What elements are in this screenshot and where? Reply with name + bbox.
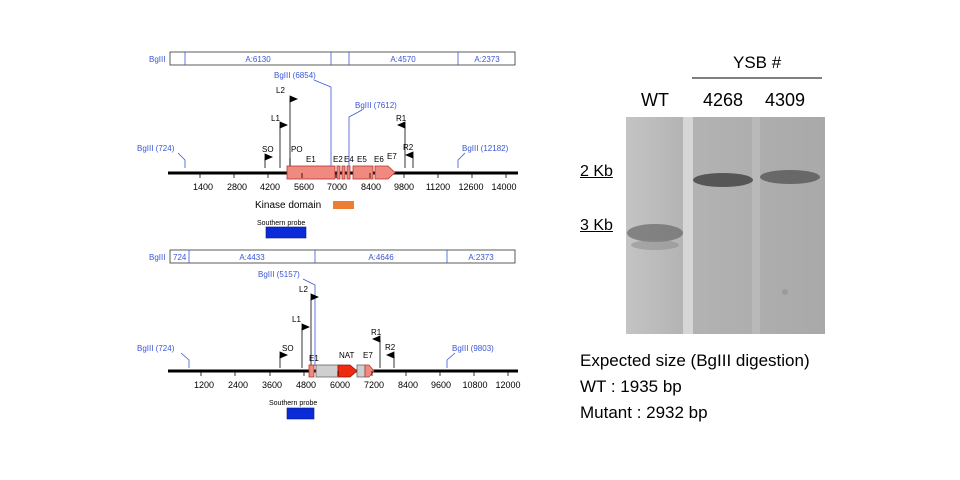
wt-marker-label: L2	[276, 86, 285, 95]
mut-tick-label: 3600	[262, 380, 282, 390]
wt-exon-label: E7	[387, 152, 397, 161]
wt-tick-label: 12600	[458, 182, 483, 192]
mut-fragment-label: 724	[173, 253, 187, 262]
gel-band-4309	[760, 170, 820, 184]
wt-axis-ticks	[199, 173, 507, 178]
lane-label-4309: 4309	[765, 90, 806, 110]
mut-tick-label: 9600	[431, 380, 451, 390]
mut-site-leader	[180, 352, 190, 368]
wt-tick-label: 4200	[260, 182, 280, 192]
wt-tick-labels: 1400 2800 4200 5600 7000 8400 9800 11200…	[193, 182, 517, 192]
mut-tick-labels: 1200 2400 3600 4800 6000 7200 8400 9600 …	[194, 380, 521, 390]
lane-label-wt: WT	[641, 90, 669, 110]
mut-site-label: BgIII (5157)	[258, 270, 300, 279]
wt-fragment-label: A:6130	[245, 55, 271, 64]
wt-frag-left-label: BgIII	[149, 55, 165, 64]
mut-tick-label: 12000	[495, 380, 520, 390]
gel-band-4268	[693, 173, 753, 187]
gel-lane-gap	[752, 117, 760, 334]
wt-tick-label: 1400	[193, 182, 213, 192]
wildtype-map: BgIII A:6130 A:4570 A:2373 BgIII (6854) …	[137, 51, 518, 239]
wt-fragment-bar	[169, 51, 516, 66]
wt-tick-label: 8400	[361, 182, 381, 192]
gel-lane-gap	[683, 117, 693, 334]
mut-site-leader	[302, 278, 316, 366]
wt-site-leader	[457, 152, 466, 168]
size-marker-2kb: 2 Kb	[580, 163, 613, 180]
wt-exon-label: E1	[306, 155, 316, 164]
caption-title: Expected size (BgIII digestion)	[580, 351, 810, 370]
wt-primer-flags	[264, 95, 414, 168]
ysb-header: YSB #	[733, 53, 782, 72]
size-marker-3kb: 3 Kb	[580, 217, 613, 234]
mut-site-label: BgIII (9803)	[452, 344, 494, 353]
mut-marker-label: L1	[292, 315, 301, 324]
wt-tick-label: 14000	[491, 182, 516, 192]
wt-southern-probe	[265, 226, 307, 239]
mut-tick-label: 2400	[228, 380, 248, 390]
mut-tick-label: 7200	[364, 380, 384, 390]
mut-tick-label: 4800	[296, 380, 316, 390]
wt-exon-label: E4	[344, 155, 354, 164]
wt-probe-label: Southern probe	[257, 220, 305, 227]
wt-exon-label: E6	[374, 155, 384, 164]
mut-fragment-label: A:2373	[468, 253, 494, 262]
wt-exon-label: E5	[357, 155, 367, 164]
mut-frag-left-label: BgIII	[149, 253, 165, 262]
wt-tick-label: 2800	[227, 182, 247, 192]
mut-probe-label: Southern probe	[269, 400, 317, 407]
kinase-domain-label: Kinase domain	[255, 200, 321, 211]
wt-marker-label: R2	[403, 143, 414, 152]
wt-fragment-label: A:2373	[474, 55, 500, 64]
wt-exon-label: E2	[333, 155, 343, 164]
mut-primer-flags	[279, 293, 395, 368]
wt-site-leader	[177, 152, 186, 168]
caption-wt-size: WT : 1935 bp	[580, 377, 682, 396]
mut-fragment-label: A:4433	[239, 253, 265, 262]
gel-band-wt	[627, 224, 683, 242]
mut-tick-label: 1200	[194, 380, 214, 390]
gel-band-wt-faint	[631, 240, 679, 250]
caption-mutant-size: Mutant : 2932 bp	[580, 403, 708, 422]
mut-marker-label: R1	[371, 328, 382, 337]
wt-site-label: BgIII (7612)	[355, 101, 397, 110]
gel-speck	[782, 289, 788, 295]
mut-tick-label: 6000	[330, 380, 350, 390]
mut-gene-body	[308, 364, 375, 378]
mut-fragment-label: A:4646	[368, 253, 394, 262]
mut-site-leader	[446, 352, 456, 368]
mut-axis-ticks	[200, 371, 509, 376]
mut-southern-probe	[286, 407, 315, 420]
kinase-domain-bar	[333, 201, 354, 209]
lane-label-4268: 4268	[703, 90, 744, 110]
mut-site-label: BgIII (724)	[137, 344, 175, 353]
wt-site-label: BgIII (12182)	[462, 144, 509, 153]
wt-marker-label: SO	[262, 145, 274, 154]
wt-marker-label: L1	[271, 114, 280, 123]
wt-gene-body	[286, 165, 396, 180]
mut-marker-label: L2	[299, 285, 308, 294]
mut-marker-label: R2	[385, 343, 396, 352]
wt-tick-label: 5600	[294, 182, 314, 192]
wt-marker-label: PO	[291, 145, 303, 154]
wt-marker-label: R1	[396, 114, 407, 123]
wt-tick-label: 7000	[327, 182, 347, 192]
wt-fragment-label: A:4570	[390, 55, 416, 64]
mut-exon-label: E7	[363, 351, 373, 360]
wt-tick-label: 9800	[394, 182, 414, 192]
wt-tick-label: 11200	[426, 182, 450, 192]
mut-exon-label: E1	[309, 354, 319, 363]
southern-blot-gel	[626, 77, 825, 334]
mut-exon-label: NAT	[339, 351, 355, 360]
mut-fragment-bar	[169, 249, 516, 264]
wt-site-label: BgIII (6854)	[274, 71, 316, 80]
wt-site-label: BgIII (724)	[137, 144, 175, 153]
mut-tick-label: 10800	[462, 380, 487, 390]
mutant-map: BgIII 724 A:4433 A:4646 A:2373 BgIII (51…	[137, 249, 521, 420]
mut-tick-label: 8400	[398, 380, 418, 390]
wt-site-leader	[348, 109, 363, 168]
wt-site-leader	[313, 79, 332, 168]
mut-marker-label: SO	[282, 344, 294, 353]
